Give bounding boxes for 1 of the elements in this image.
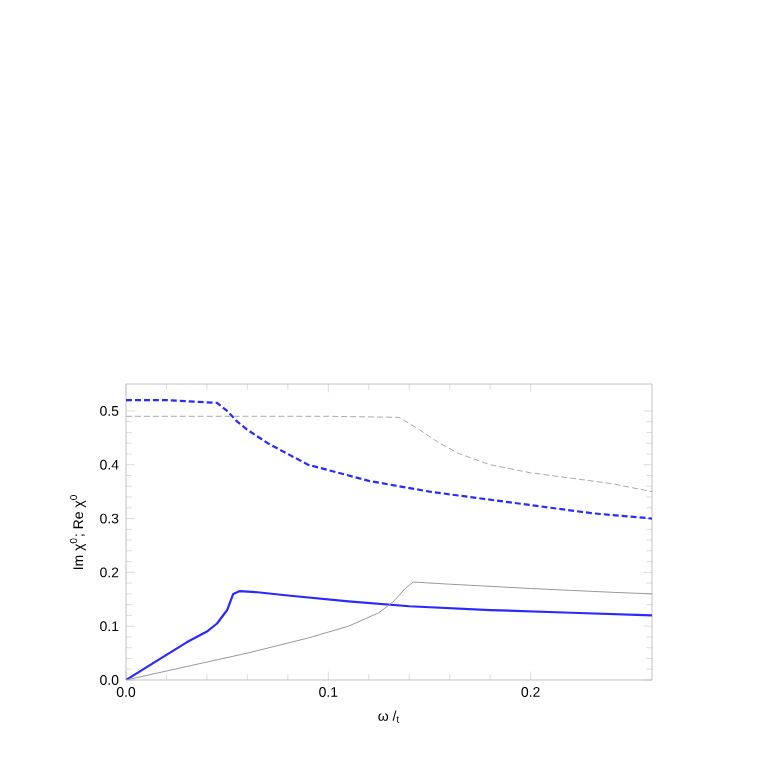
line-series [126,399,652,520]
